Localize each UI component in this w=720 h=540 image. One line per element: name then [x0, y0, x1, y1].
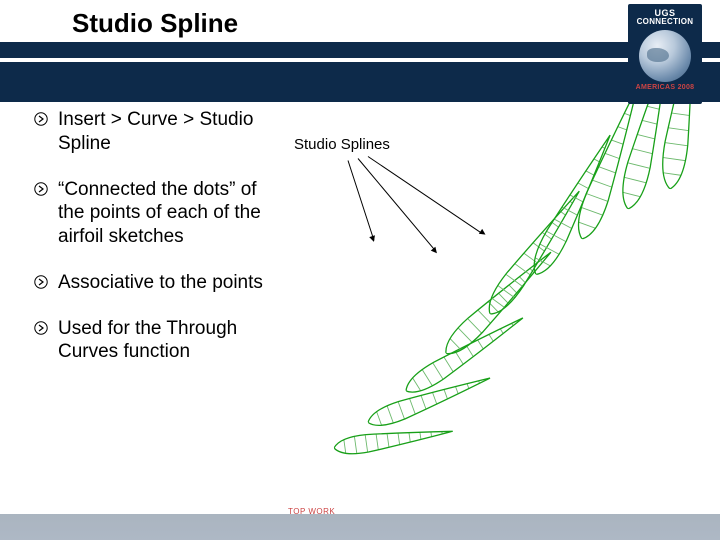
globe-icon — [639, 30, 691, 82]
logo-line2: CONNECTION — [637, 17, 694, 26]
footer-stripe — [0, 514, 720, 540]
arrow-bullet-icon — [34, 112, 48, 126]
logo-line3: AMERICAS 2008 — [636, 84, 695, 91]
bullet-list: Insert > Curve > Studio Spline “Connecte… — [0, 108, 280, 540]
header-stripe-gap — [0, 58, 720, 60]
bullet-text: Associative to the points — [58, 271, 263, 295]
arrowhead-icon — [479, 229, 487, 237]
bullet-text: Used for the Through Curves function — [58, 317, 270, 365]
header-stripe-1 — [0, 42, 720, 58]
bullet-item: Associative to the points — [34, 271, 270, 295]
bullet-item: Used for the Through Curves function — [34, 317, 270, 365]
bullet-item: Insert > Curve > Studio Spline — [34, 108, 270, 156]
slide-body: Insert > Curve > Studio Spline “Connecte… — [0, 78, 720, 540]
logo-badge: UGS CONNECTION AMERICAS 2008 — [628, 4, 702, 104]
callout-label: Studio Splines — [294, 136, 390, 153]
bullet-item: “Connected the dots” of the points of ea… — [34, 178, 270, 249]
arrowhead-icon — [369, 235, 377, 243]
figure-panel: Studio Splines TOP WORK — [278, 102, 706, 522]
slide: Studio Spline UGS CONNECTION AMERICAS 20… — [0, 0, 720, 540]
slide-title: Studio Spline — [72, 8, 238, 39]
bullet-text: Insert > Curve > Studio Spline — [58, 108, 270, 156]
header: Studio Spline UGS CONNECTION AMERICAS 20… — [0, 0, 720, 78]
airfoil-sketch — [333, 421, 455, 458]
arrow-bullet-icon — [34, 321, 48, 335]
topwork-label: TOP WORK — [288, 507, 335, 516]
arrowhead-icon — [431, 247, 439, 255]
bullet-text: “Connected the dots” of the points of ea… — [58, 178, 270, 249]
arrow-bullet-icon — [34, 182, 48, 196]
arrow-bullet-icon — [34, 275, 48, 289]
callout-leader — [368, 156, 483, 234]
